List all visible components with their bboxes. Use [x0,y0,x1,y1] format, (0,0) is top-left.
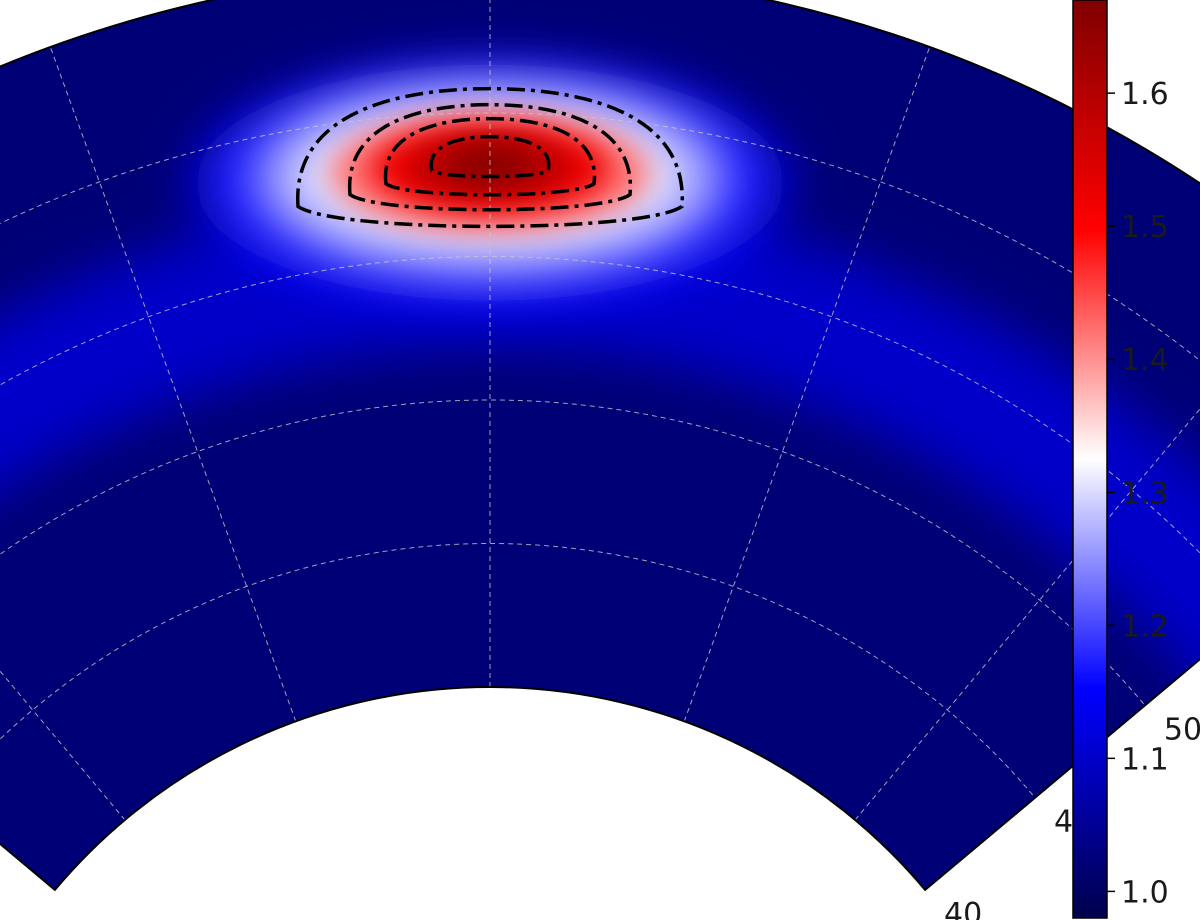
angle-grid-line [49,46,297,722]
colorbar: 1.0 1.1 1.2 1.3 1.4 1.5 1.6 [1072,0,1169,919]
contour-line-1-6 [429,134,551,179]
radial-grid-circle [0,543,1036,798]
radial-grid-circle [0,256,1200,614]
colorbar-ticks: 1.0 1.1 1.2 1.3 1.4 1.5 1.6 [1107,77,1169,910]
colorbar-tick-label: 1.5 [1121,210,1169,245]
angle-grid-line [683,46,931,722]
colorbar-tick-label: 1.6 [1121,77,1169,112]
radial-tick-label: 50 [1164,712,1200,747]
radial-tick-label: 40 [944,897,982,920]
contour-lines [296,86,684,229]
colorbar-tick-label: 1.3 [1121,476,1169,511]
colorbar-tick-label: 1.4 [1121,343,1169,378]
angle-grid-line [854,269,1200,821]
contour-line-1-3 [296,86,684,229]
polar-sector-outline [0,0,1200,892]
colorbar-gradient-bar [1072,0,1108,919]
angle-grid-line [0,269,126,821]
contour-line-1-4 [348,102,632,212]
colorbar-tick-label: 1.0 [1121,875,1169,910]
colorbar-tick-label: 1.2 [1121,609,1169,644]
colorbar-tick-label: 1.1 [1121,742,1169,777]
angle-tick-labels: 220°200°180°160°140° [0,0,989,1]
